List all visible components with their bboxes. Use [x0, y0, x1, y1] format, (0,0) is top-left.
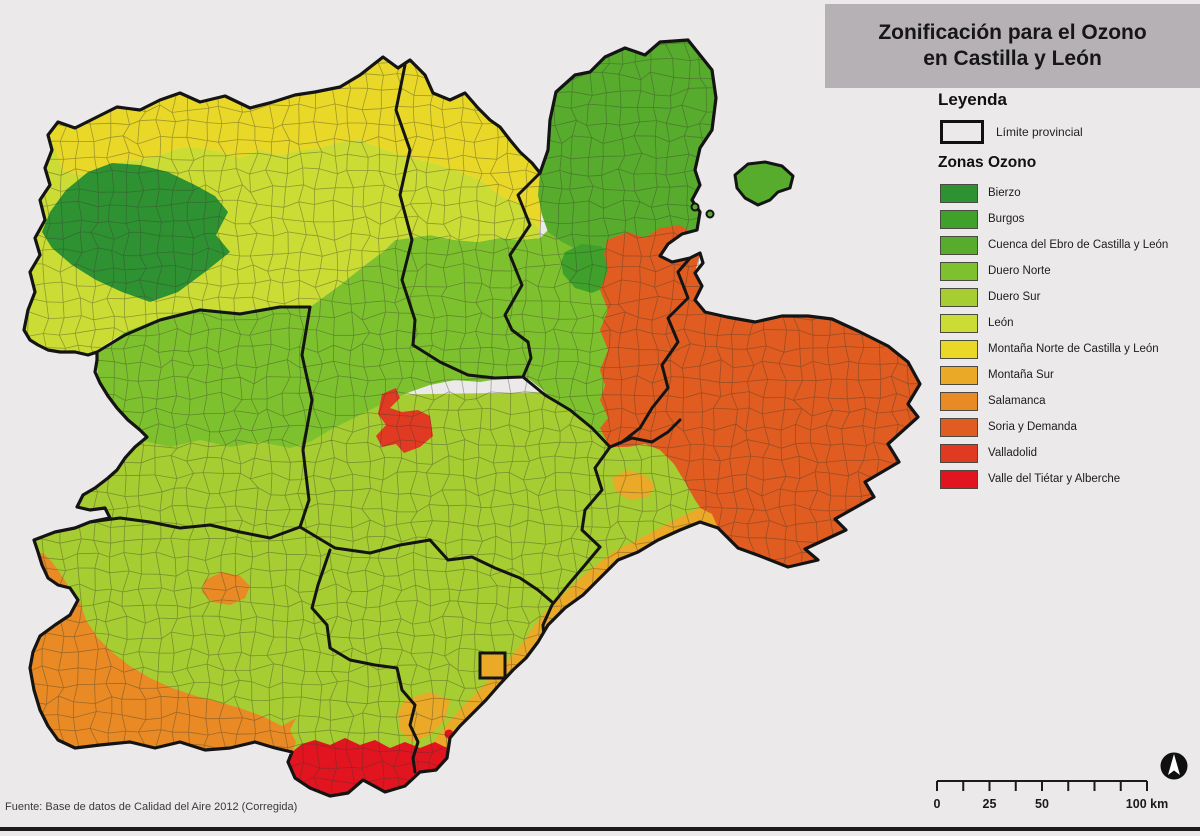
legend-swatch-cuenca-ebro: [940, 235, 978, 255]
north-arrow: [1152, 744, 1196, 788]
zone-salamanca: [30, 552, 296, 755]
exclave-islet-1: [690, 202, 700, 212]
zone-duero-norte: [97, 230, 700, 448]
zone-soria-demanda: [600, 225, 920, 567]
scale-bar: 0 25 50 100 km: [925, 779, 1195, 825]
zone-valle-tietar: [288, 738, 447, 796]
legend-label: Salamanca: [988, 395, 1046, 407]
legend-label: Soria y Demanda: [988, 421, 1077, 433]
legend-heading: Leyenda: [938, 90, 1007, 109]
legend-swatch-soria-demanda: [940, 417, 978, 437]
scale-label-25: 25: [982, 797, 997, 811]
legend-item-montana-norte: Montaña Norte de Castilla y León: [938, 336, 1198, 362]
legend-item-montana-sur: Montaña Sur: [938, 362, 1198, 388]
enclave-box: [478, 651, 507, 680]
source-note: Fuente: Base de datos de Calidad del Air…: [5, 801, 298, 813]
ozone-zonification-map: [22, 38, 922, 798]
legend-swatch-montana-sur: [940, 365, 978, 385]
map-zones-group: [24, 40, 920, 796]
map-title-line2: en Castilla y León: [923, 47, 1102, 70]
legend-label: Cuenca del Ebro de Castilla y León: [988, 239, 1169, 251]
legend-zone-list: Bierzo Burgos Cuenca del Ebro de Castilla …: [938, 180, 1198, 492]
north-arrow-icon: [1160, 752, 1188, 780]
legend-swatch-salamanca: [940, 391, 978, 411]
legend-swatch-montana-norte: [940, 339, 978, 359]
legend-label: Bierzo: [988, 187, 1021, 199]
province-limit-label: Límite provincial: [996, 125, 1083, 139]
zone-salamanca-city: [202, 572, 250, 605]
zone-burgos: [561, 244, 617, 293]
legend-label: Valladolid: [988, 447, 1038, 459]
legend-label: Burgos: [988, 213, 1025, 225]
legend-item-burgos: Burgos: [938, 206, 1198, 232]
exclave-islet-2: [705, 209, 715, 219]
scale-bar-ruler: [936, 780, 1148, 791]
legend-item-valladolid: Valladolid: [938, 440, 1198, 466]
zone-valladolid: [376, 388, 433, 453]
zones-heading: Zonas Ozono: [938, 154, 1037, 171]
legend-swatch-duero-sur: [940, 287, 978, 307]
legend-item-bierzo: Bierzo: [938, 180, 1198, 206]
zone-montana-norte: [48, 57, 542, 230]
province-limit-swatch: [940, 120, 984, 144]
legend-swatch-duero-norte: [940, 261, 978, 281]
legend-swatch-valle-tietar: [940, 469, 978, 489]
bottom-border-rule: [0, 827, 1200, 831]
region-outline: [22, 38, 922, 798]
map-title-line1: Zonificación para el Ozono: [878, 21, 1147, 44]
legend-label: Valle del Tiétar y Alberche: [988, 473, 1121, 485]
legend-item-duero-norte: Duero Norte: [938, 258, 1198, 284]
province-limit-row: Límite provincial: [940, 120, 1198, 144]
legend-item-leon: León: [938, 310, 1198, 336]
zone-bierzo: [42, 163, 230, 302]
map-title-box: Zonificación para el Ozono en Castilla y…: [825, 4, 1200, 88]
legend-label: Duero Sur: [988, 291, 1041, 303]
legend-swatch-valladolid: [940, 443, 978, 463]
provincial-boundaries: [88, 63, 699, 774]
legend-item-soria-demanda: Soria y Demanda: [938, 414, 1198, 440]
legend: Leyenda Límite provincial Zonas Ozono Bi…: [938, 90, 1198, 492]
legend-label: Montaña Sur: [988, 369, 1054, 381]
scale-label-100: 100 km: [1125, 797, 1169, 811]
scale-label-0: 0: [933, 797, 941, 811]
zone-cuenca-ebro: [538, 40, 716, 262]
legend-label: León: [988, 317, 1014, 329]
legend-item-cuenca-ebro: Cuenca del Ebro de Castilla y León: [938, 232, 1198, 258]
legend-swatch-bierzo: [940, 183, 978, 203]
exclave-trevino: [733, 160, 795, 207]
zone-montana-sur-segovia: [612, 470, 655, 500]
legend-label: Duero Norte: [988, 265, 1051, 277]
legend-swatch-leon: [940, 313, 978, 333]
legend-item-duero-sur: Duero Sur: [938, 284, 1198, 310]
legend-label: Montaña Norte de Castilla y León: [988, 343, 1159, 355]
legend-item-valle-tietar: Valle del Tiétar y Alberche: [938, 466, 1198, 492]
scale-label-50: 50: [1035, 797, 1049, 811]
legend-item-salamanca: Salamanca: [938, 388, 1198, 414]
map-canvas: [22, 38, 922, 798]
legend-swatch-burgos: [940, 209, 978, 229]
